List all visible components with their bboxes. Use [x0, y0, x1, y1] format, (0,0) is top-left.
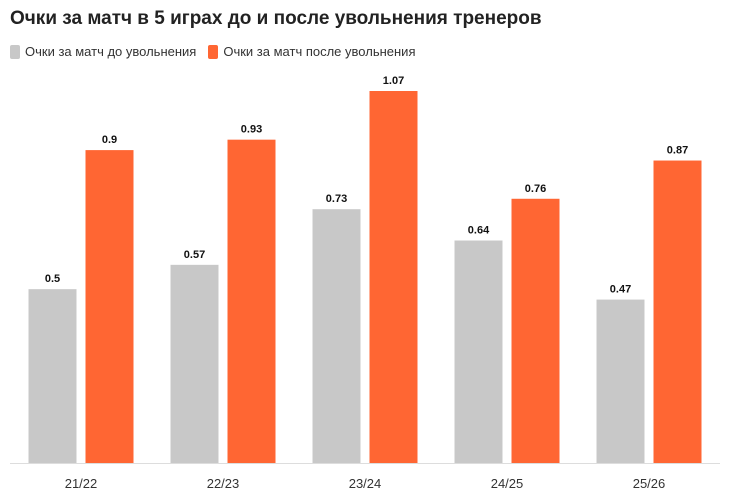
bar-after-5 — [653, 160, 702, 463]
x-tick-label-4: 24/25 — [491, 476, 524, 491]
bar-after-2 — [227, 139, 276, 463]
data-label-after-5: 0.87 — [667, 145, 688, 157]
bar-before-1 — [28, 289, 77, 463]
x-tick-label-3: 23/24 — [349, 476, 382, 491]
data-label-before-2: 0.57 — [184, 249, 205, 261]
x-tick-label-2: 22/23 — [207, 476, 240, 491]
bar-before-2 — [170, 264, 219, 463]
bar-after-4 — [511, 198, 560, 463]
chart-title: Очки за матч в 5 играх до и после увольн… — [10, 8, 542, 29]
data-label-after-2: 0.93 — [241, 124, 262, 136]
data-label-after-3: 1.07 — [383, 75, 404, 87]
data-label-before-1: 0.5 — [45, 273, 60, 285]
bar-before-5 — [596, 299, 645, 463]
legend-swatch-after — [208, 44, 219, 59]
legend-item-before: Очки за матч до увольнения — [10, 44, 196, 59]
bar-before-3 — [312, 209, 361, 463]
legend-swatch-before — [10, 44, 20, 59]
x-tick-label-1: 21/22 — [65, 476, 98, 491]
legend-item-after: Очки за матч после увольнения — [208, 44, 415, 59]
bar-after-1 — [85, 150, 134, 464]
bar-before-4 — [454, 240, 503, 463]
data-label-before-4: 0.64 — [468, 224, 490, 236]
legend-label-before: Очки за матч до увольнения — [25, 44, 197, 59]
bar-after-3 — [369, 91, 418, 463]
data-label-after-1: 0.9 — [102, 134, 117, 146]
data-label-before-3: 0.73 — [326, 193, 347, 205]
data-label-before-5: 0.47 — [610, 284, 631, 296]
x-tick-label-5: 25/26 — [633, 476, 666, 491]
data-label-after-4: 0.76 — [525, 183, 546, 195]
legend-label-after: Очки за матч после увольнения — [223, 44, 416, 59]
legend: Очки за матч до увольнения Очки за матч … — [10, 44, 427, 59]
